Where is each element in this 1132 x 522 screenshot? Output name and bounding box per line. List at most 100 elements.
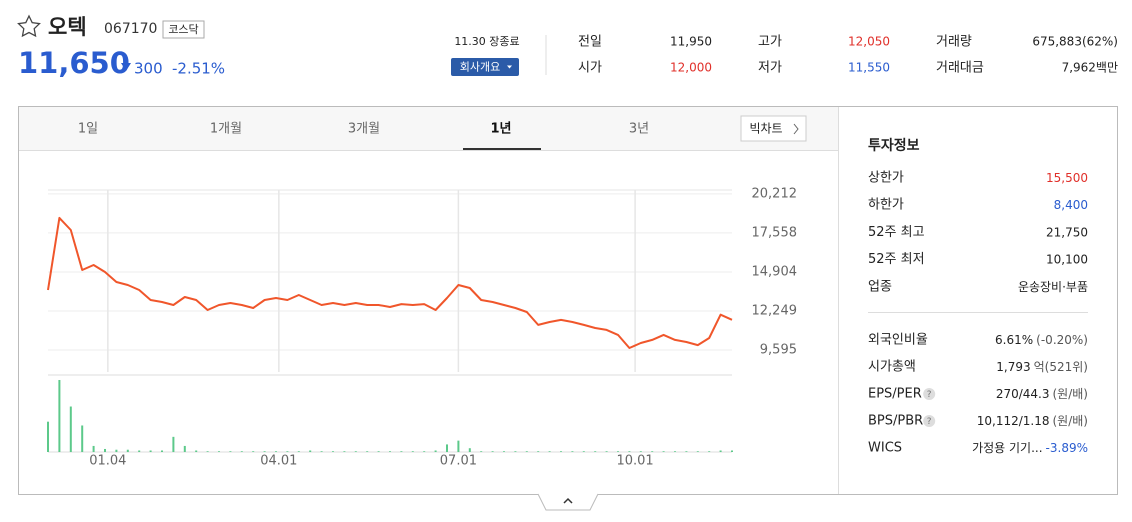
volume-bar [92, 445, 95, 452]
quote-value: 12,000 [670, 61, 712, 75]
quote-value: 12,050 [848, 35, 890, 49]
invest-sub: (원/배) [1053, 387, 1089, 401]
x-tick-label: 04.01 [260, 454, 297, 469]
invest-value: 가정용 기기... -3.89% [972, 441, 1088, 455]
invest-sub: (원/배) [1053, 414, 1089, 428]
quote-value: 11,950 [670, 35, 712, 49]
volume-bar [332, 451, 334, 452]
volume-bar [719, 450, 722, 452]
invest-label: 52주 최저 [868, 252, 925, 267]
invest-sub: (-0.20%) [1036, 333, 1088, 347]
big-chart-button[interactable] [740, 115, 807, 142]
period-tab[interactable]: 3개월 [348, 122, 380, 137]
volume-bar [708, 451, 711, 452]
change: 300 [134, 60, 163, 78]
quote-value: 7,962백만 [1062, 61, 1118, 75]
quote-label: 거래대금 [936, 61, 984, 76]
volume-bar [354, 451, 357, 452]
volume-bar [138, 450, 141, 452]
volume-bar [434, 450, 437, 452]
volume-bar [731, 450, 733, 452]
volume-bar [446, 444, 448, 452]
volume-bar [400, 451, 403, 452]
volume-bar [537, 451, 540, 452]
y-tick-label: 20,212 [752, 186, 798, 201]
collapse-icon [563, 497, 573, 504]
company-button[interactable] [451, 58, 519, 76]
volume-bar [514, 451, 517, 452]
invest-main: 270/44.3 [996, 387, 1050, 401]
company-button-label: 회사개요 [460, 61, 500, 74]
volume-bar [377, 451, 380, 452]
volume-bar [320, 451, 323, 452]
volume-bar [126, 449, 129, 452]
big-chart-label: 빅차트 [749, 122, 782, 136]
volume-bar [275, 451, 277, 452]
collapse-tab[interactable] [537, 493, 599, 511]
volume-bar [343, 451, 346, 452]
invest-main: 운송장비·부품 [1018, 279, 1088, 293]
quote-label: 시가 [578, 61, 602, 76]
invest-value: 1,793 억(521위) [996, 360, 1088, 374]
volume-bar [662, 451, 665, 452]
volume-bar [366, 451, 369, 452]
market-label: 코스닥 [168, 23, 198, 36]
invest-value: 10,112/1.18 (원/배) [977, 414, 1088, 428]
volume-bar [639, 451, 642, 452]
volume-bar [457, 440, 460, 452]
volume-bar [480, 451, 483, 452]
volume-bar [81, 425, 84, 452]
period-tab[interactable]: 1개월 [210, 122, 242, 137]
period-tab[interactable]: 3년 [629, 122, 649, 137]
volume-bar [617, 451, 619, 452]
favorite-star[interactable] [17, 14, 41, 38]
volume-bar [172, 436, 175, 452]
volume-bar [674, 451, 676, 452]
invest-value: 270/44.3 (원/배) [996, 387, 1088, 401]
quote-label: 고가 [758, 35, 782, 50]
volume-bar [218, 451, 220, 452]
stock-name: 오텍 [48, 15, 87, 39]
invest-main: 10,112/1.18 [977, 414, 1050, 428]
invest-label: EPS/PER [868, 387, 922, 402]
x-tick-label: 07.01 [440, 454, 477, 469]
invest-label: 하한가 [868, 198, 904, 213]
invest-title: 투자정보 [868, 137, 920, 154]
quote-value: 675,883(62%) [1032, 35, 1118, 49]
volume-bar [47, 421, 49, 452]
volume-bar [389, 451, 391, 452]
volume-bar [503, 451, 505, 452]
volume-bar [195, 450, 198, 452]
chevron [793, 123, 799, 135]
invest-label: 상한가 [868, 171, 904, 186]
volume-bar [605, 451, 608, 452]
quote-label: 전일 [578, 35, 602, 50]
invest-main: 6.61% [995, 333, 1033, 347]
invest-value: 8,400 [1054, 198, 1088, 212]
y-tick-label: 17,558 [752, 225, 798, 240]
volume-bar [685, 451, 688, 452]
invest-label: 시가총액 [868, 360, 916, 375]
volume-bar [229, 451, 232, 452]
help-icon [923, 415, 936, 427]
stock-code: 067170 [104, 21, 157, 37]
volume-bar [69, 406, 72, 452]
market-status: 11.30 장종료 [454, 35, 519, 48]
help-icon-text: ? [927, 417, 932, 427]
invest-value: 10,100 [1046, 252, 1088, 266]
period-tab[interactable]: 1년 [490, 122, 511, 137]
tab-bar [19, 107, 838, 150]
volume-bar [240, 451, 243, 452]
volume-bar [594, 451, 597, 452]
invest-sub: -3.89% [1046, 441, 1088, 455]
invest-label: 업종 [868, 279, 892, 294]
invest-value: 6.61% (-0.20%) [995, 333, 1088, 347]
x-tick-label: 01.04 [89, 454, 126, 469]
volume-bar [696, 451, 699, 452]
x-tick-label: 10.01 [616, 454, 653, 469]
invest-sub: 억(521위) [1034, 360, 1088, 374]
price: 11,650 [18, 46, 130, 80]
period-tab[interactable]: 1일 [78, 122, 98, 137]
